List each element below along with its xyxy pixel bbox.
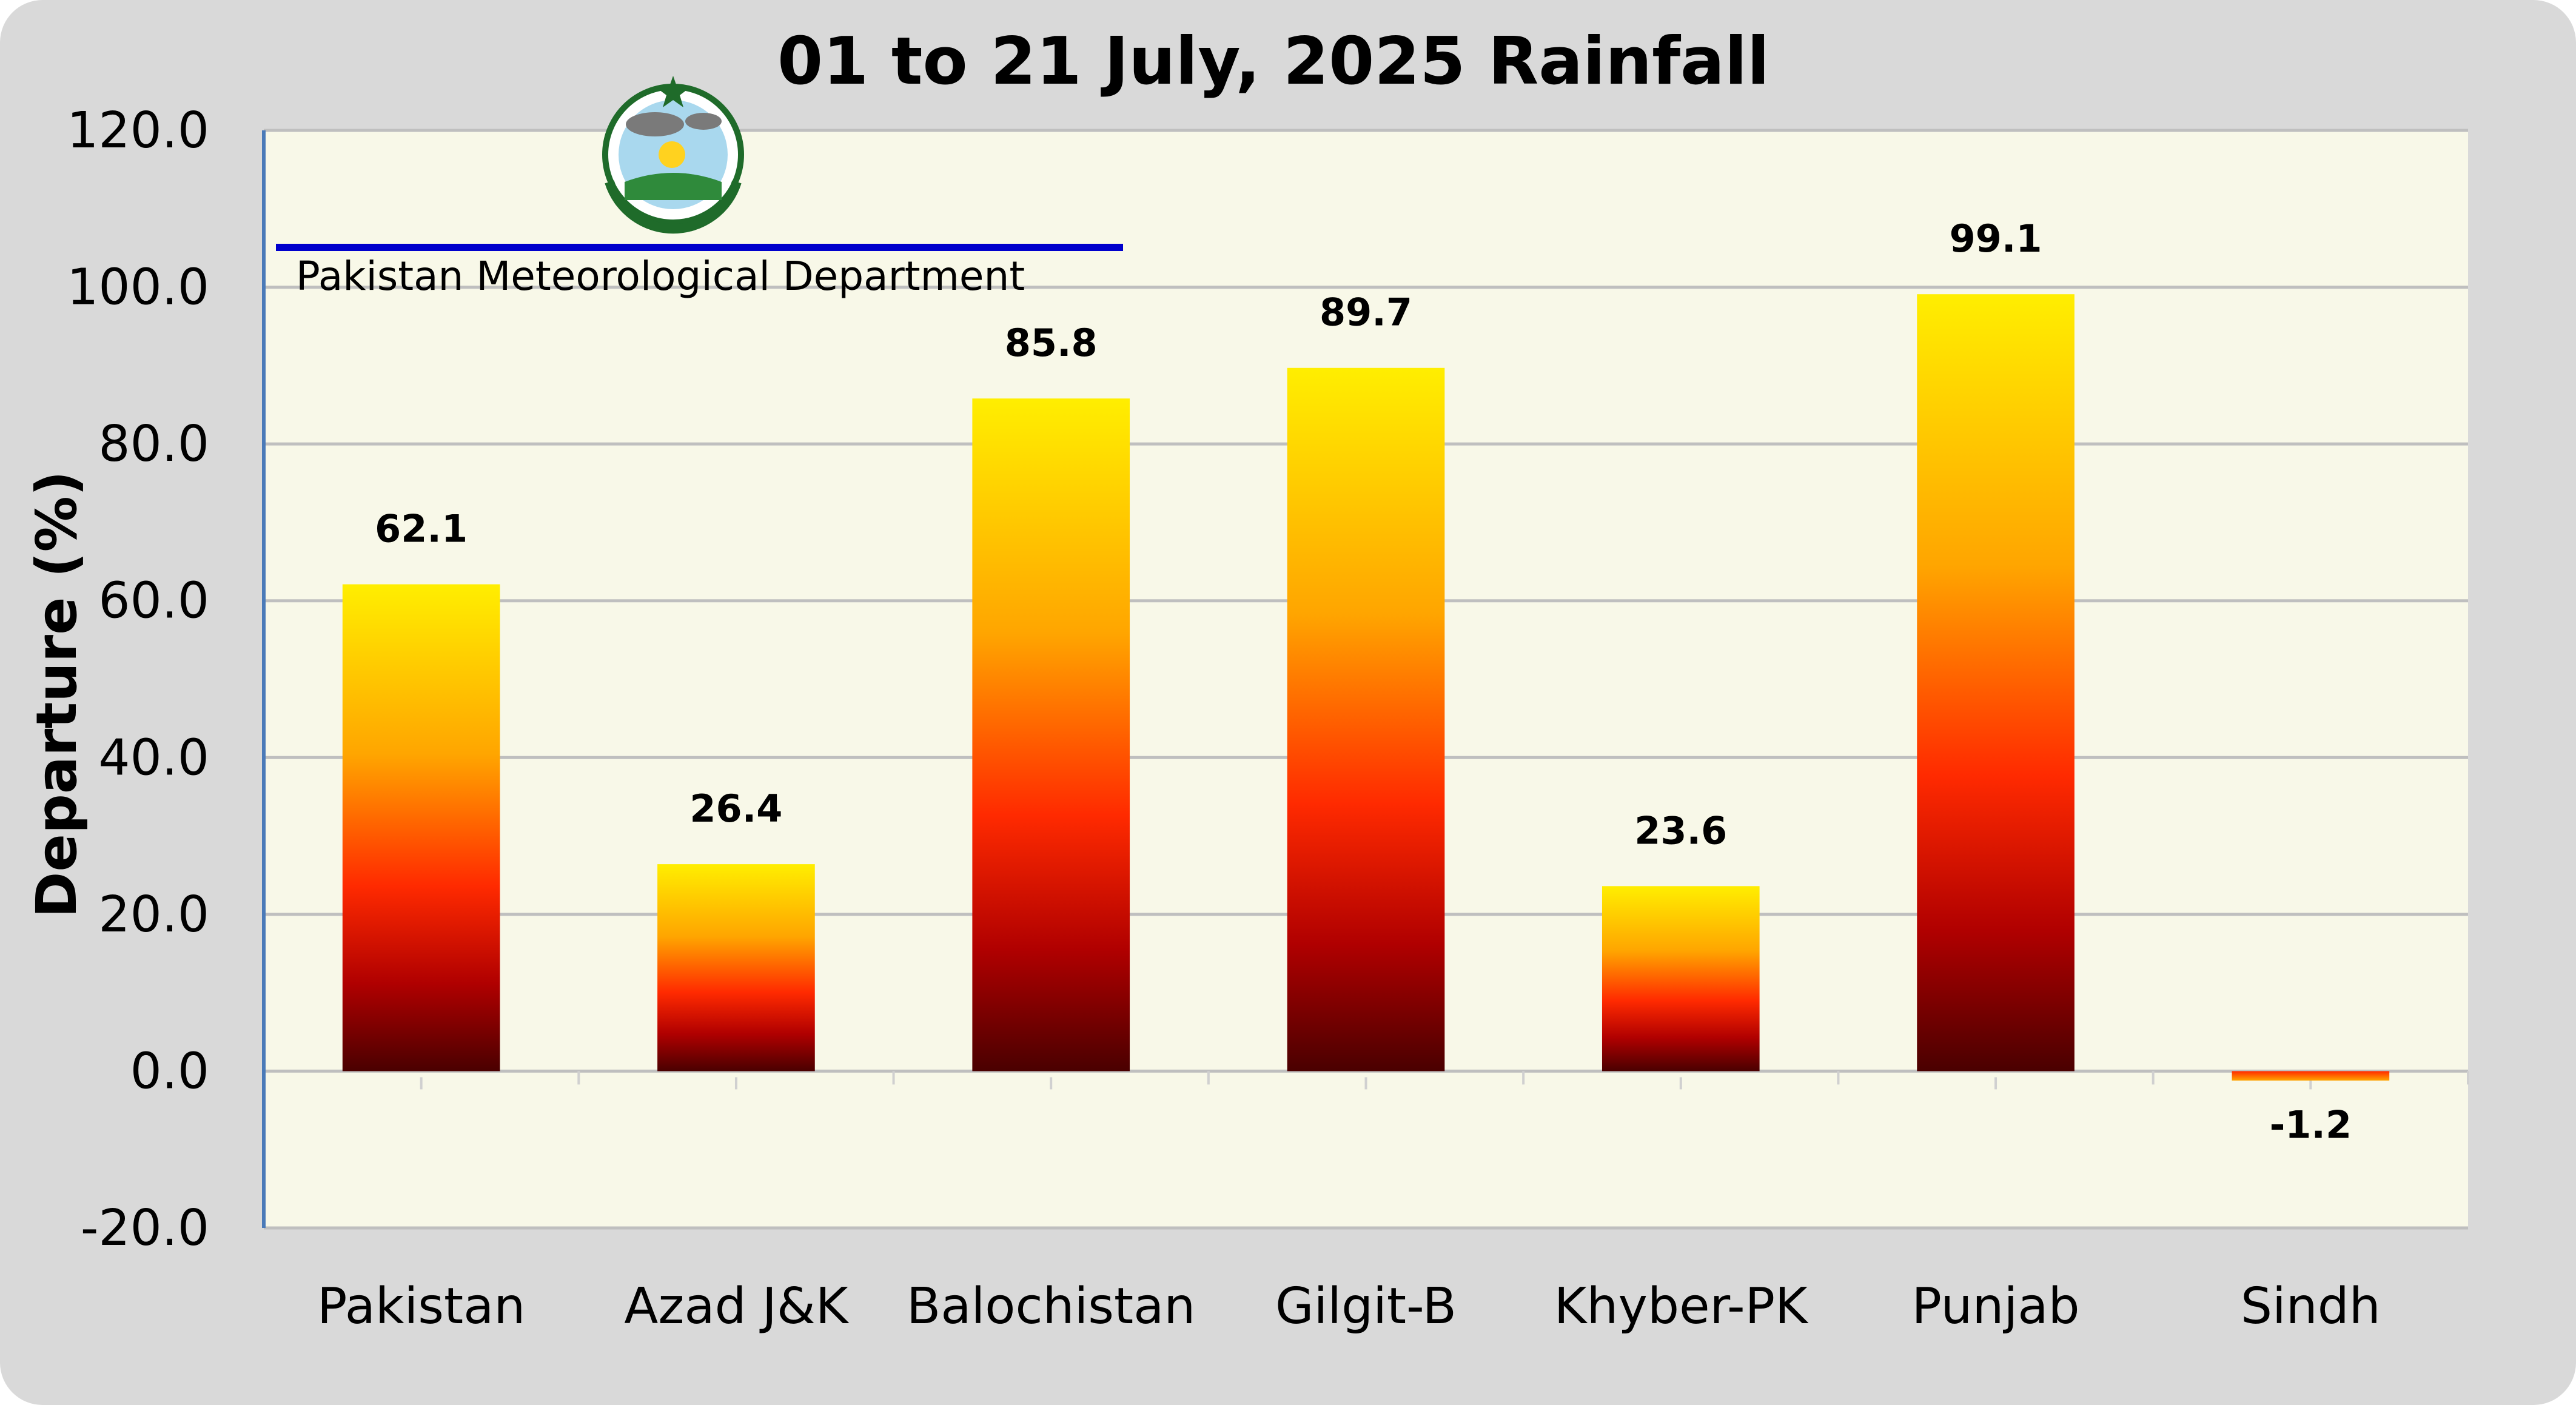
data-label: -1.2	[2270, 1102, 2352, 1147]
data-label: 26.4	[689, 786, 782, 831]
bar	[2232, 1071, 2390, 1081]
bar	[1917, 294, 2075, 1071]
y-tick-label: 20.0	[98, 886, 209, 944]
bar	[1287, 367, 1445, 1071]
y-tick-label: 100.0	[67, 259, 209, 317]
category-label: Pakistan	[317, 1278, 525, 1335]
y-tick-label: 0.0	[130, 1042, 209, 1100]
watermark-text: Pakistan Meteorological Department	[296, 253, 1025, 300]
bar	[1602, 886, 1760, 1071]
data-label: 85.8	[1005, 321, 1098, 365]
bars	[342, 294, 2390, 1081]
data-label: 99.1	[1950, 216, 2042, 261]
chart-title: 01 to 21 July, 2025 Rainfall	[777, 24, 1769, 99]
y-tick-label: -20.0	[81, 1199, 209, 1257]
category-label: Sindh	[2241, 1278, 2381, 1335]
bar	[342, 584, 500, 1071]
y-tick-label: 60.0	[98, 572, 209, 630]
y-axis-label: Departure (%)	[24, 471, 89, 918]
data-label: 89.7	[1320, 290, 1412, 335]
category-label: Azad J&K	[624, 1278, 850, 1335]
y-tick-label: 40.0	[98, 729, 209, 786]
category-label: Gilgit-B	[1275, 1278, 1457, 1335]
category-label: Punjab	[1912, 1278, 2080, 1335]
data-label: 62.1	[375, 507, 468, 551]
category-label: Balochistan	[907, 1278, 1195, 1335]
data-labels: 62.1 26.4 85.8 89.7 23.6 99.1 -1.2	[375, 216, 2352, 1147]
pmd-logo-emblem	[602, 76, 744, 234]
y-tick-label: 120.0	[67, 102, 209, 159]
category-labels: Pakistan Azad J&K Balochistan Gilgit-B Khybe…	[317, 1278, 2381, 1335]
bar	[972, 398, 1130, 1071]
category-label: Khyber-PK	[1554, 1278, 1809, 1335]
y-tick-label: 80.0	[98, 415, 209, 473]
y-axis-tick-labels: -20.0 0.0 20.0 40.0 60.0 80.0 100.0 120.0	[67, 102, 209, 1257]
data-label: 23.6	[1634, 808, 1727, 853]
bar	[657, 864, 815, 1071]
